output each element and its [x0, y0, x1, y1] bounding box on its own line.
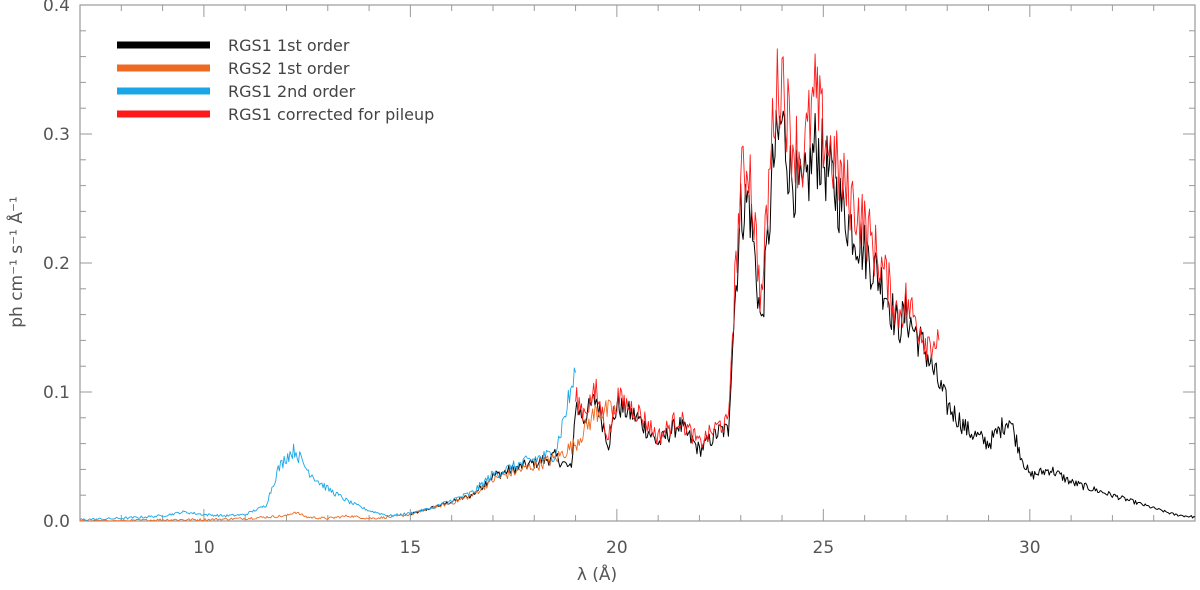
x-tick-label: 30: [1019, 538, 1041, 558]
legend-label: RGS1 corrected for pileup: [228, 105, 434, 124]
y-tick-label: 0.1: [43, 383, 70, 403]
x-tick-label: 20: [606, 538, 628, 558]
x-tick-label: 10: [193, 538, 215, 558]
x-axis-ticks: 10 15 20 25 30: [79, 5, 1196, 558]
y-axis-label: ph cm⁻¹ s⁻¹ Å⁻¹: [5, 196, 27, 328]
x-tick-label: 15: [400, 538, 422, 558]
x-tick-label: 25: [813, 538, 835, 558]
legend-label: RGS1 1st order: [228, 36, 350, 55]
legend: RGS1 1st order RGS2 1st order RGS1 2nd ord…: [117, 36, 434, 124]
series-layer: [79, 48, 1196, 522]
series-line-3: [79, 367, 577, 521]
series-line-4: [575, 48, 940, 449]
y-tick-label: 0.0: [43, 512, 70, 532]
x-axis-label: λ (Å): [577, 563, 617, 585]
y-tick-label: 0.4: [43, 0, 70, 16]
series-line-1: [410, 109, 1196, 519]
legend-label: RGS1 2nd order: [228, 82, 356, 101]
y-axis-ticks: 0.0 0.1 0.2 0.3 0.4: [43, 0, 1195, 532]
legend-label: RGS2 1st order: [228, 59, 350, 78]
y-tick-label: 0.2: [43, 254, 70, 274]
y-tick-label: 0.3: [43, 125, 70, 145]
series-line-2: [79, 399, 618, 522]
